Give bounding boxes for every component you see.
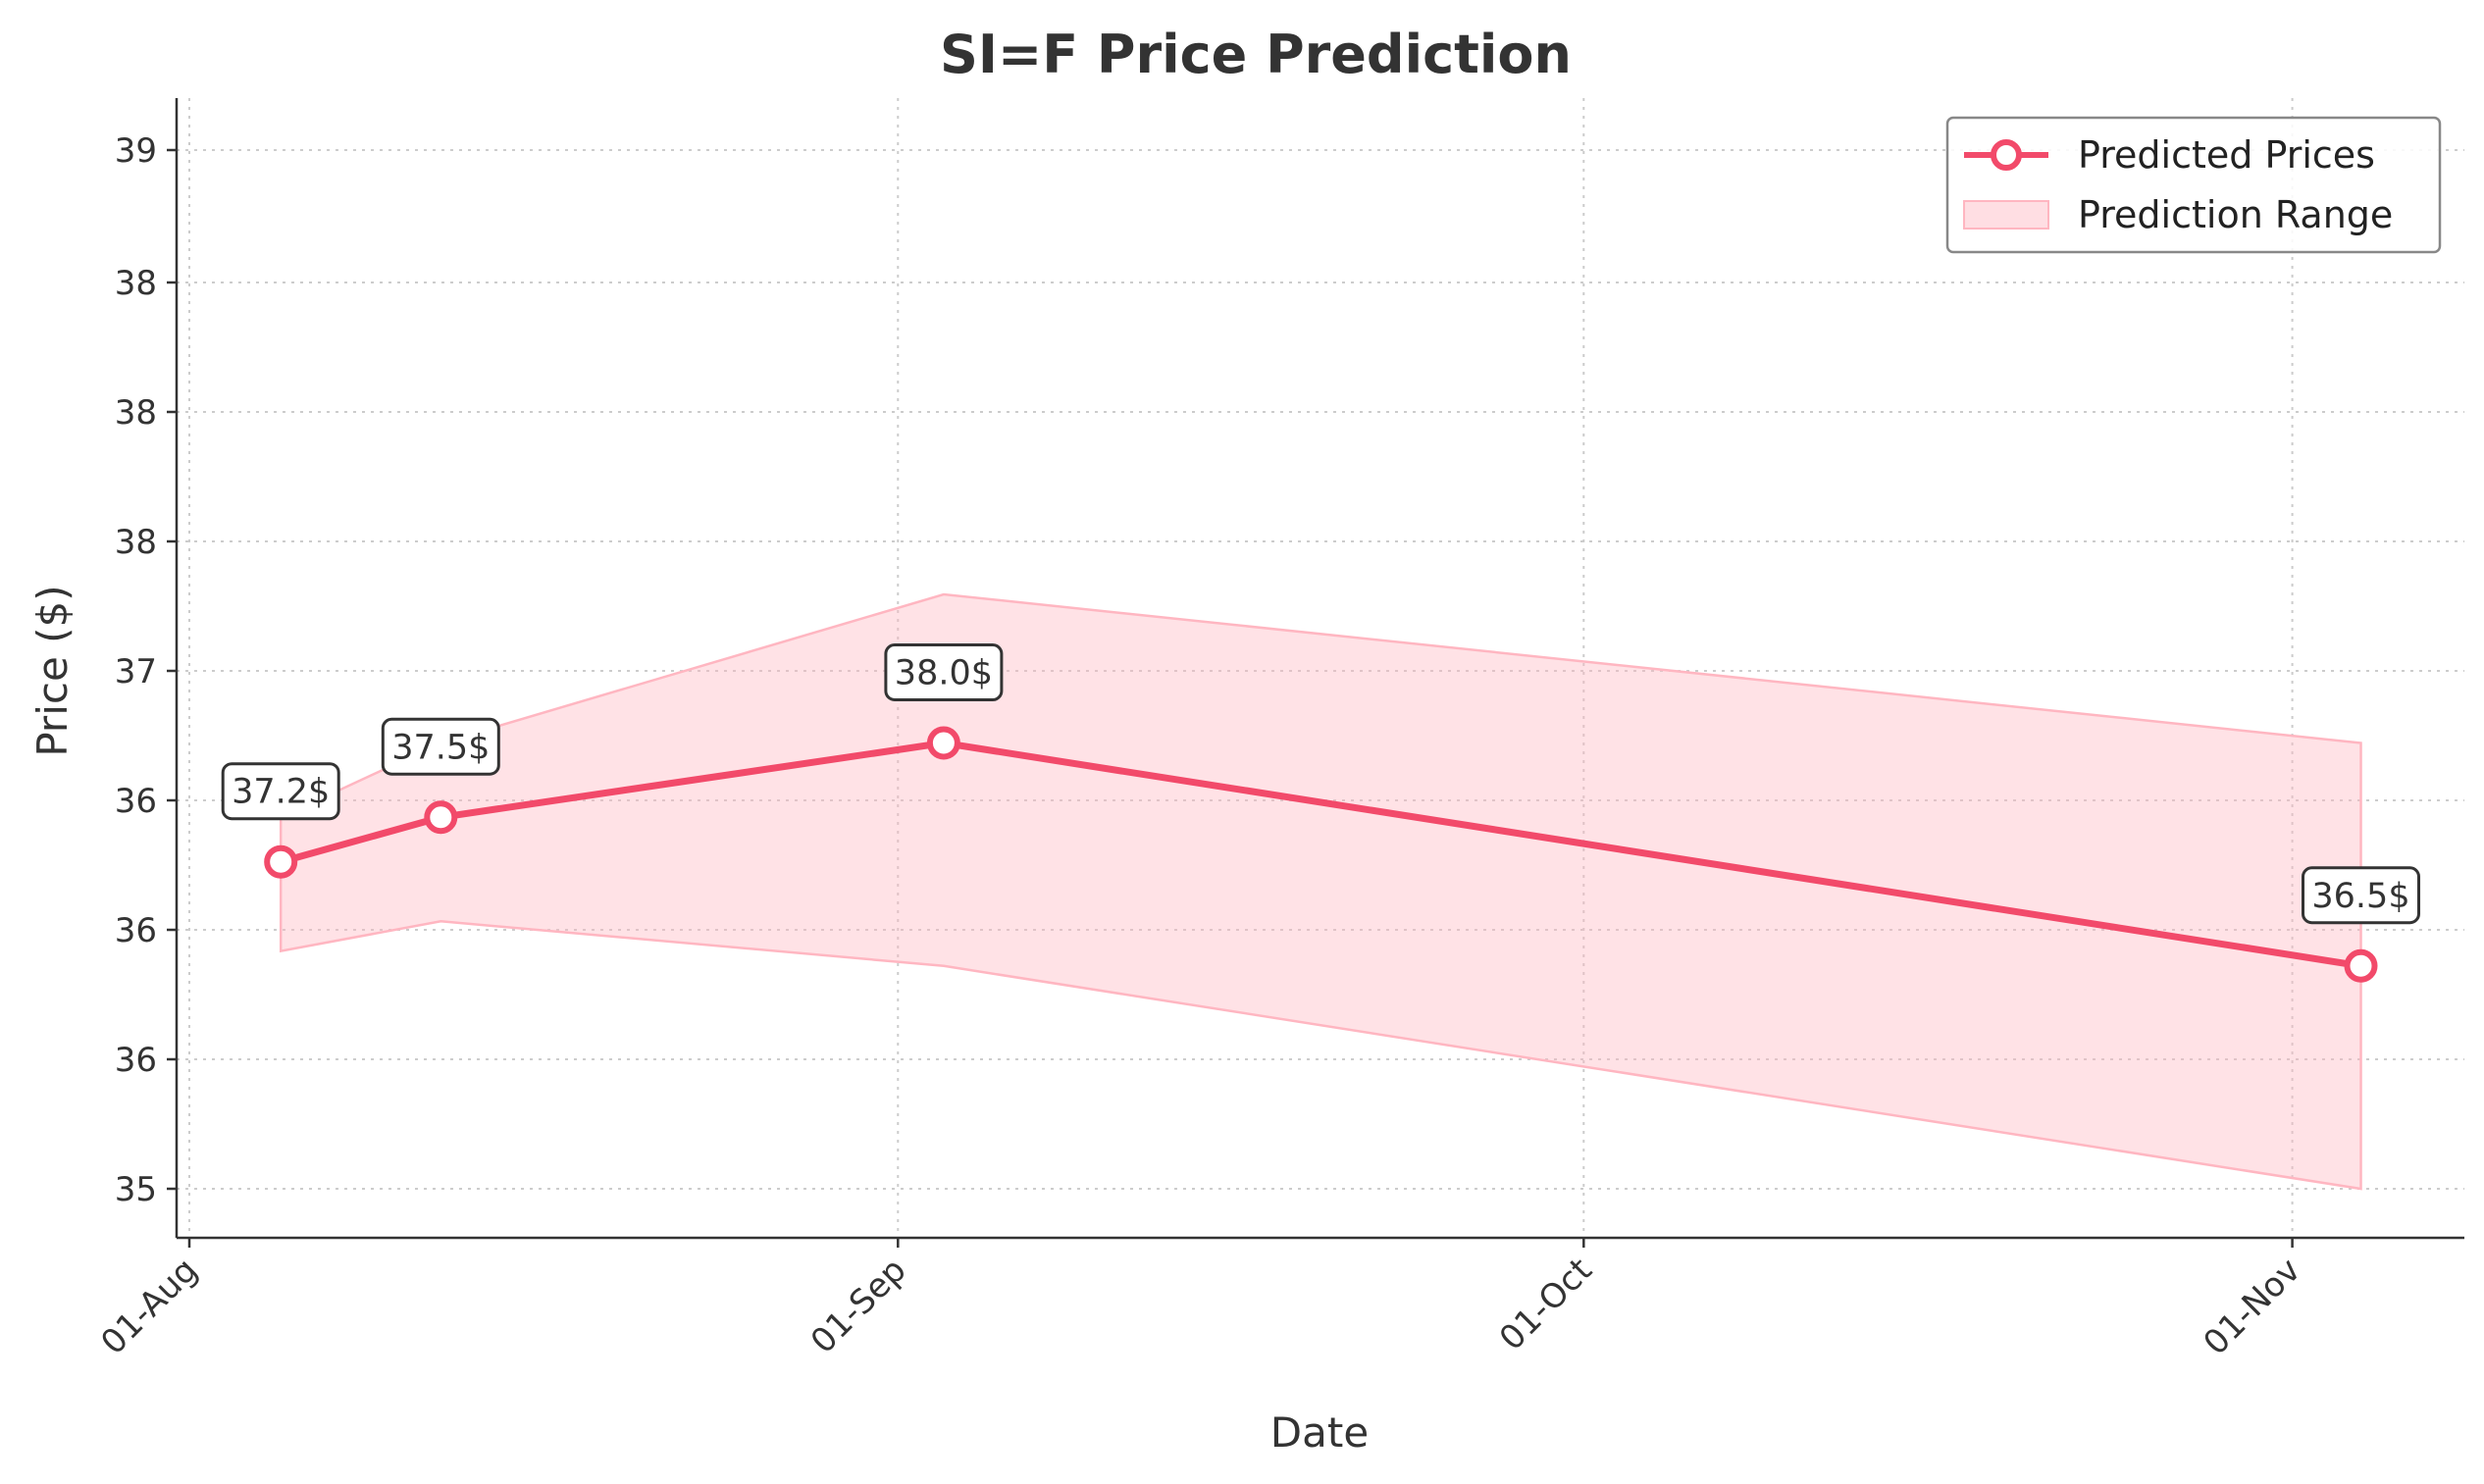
x-axis-label: Date	[1270, 1408, 1369, 1457]
y-tick-label: 36	[115, 782, 157, 821]
data-label: 37.5$	[381, 717, 500, 776]
data-label: 37.2$	[221, 762, 340, 821]
data-label-text: 36.5$	[2311, 877, 2409, 916]
y-tick-label: 37	[115, 652, 157, 691]
y-axis-ticks: 35 36 36 36 37 38 38 38 39	[115, 131, 177, 1209]
x-tick-label: 01-Sep	[803, 1251, 914, 1361]
predicted-prices-line	[264, 726, 2378, 983]
x-axis-ticks: 01-Aug 01-Sep 01-Oct 01-Nov	[93, 1238, 2308, 1363]
prediction-range-band	[279, 592, 2362, 1191]
predicted-prices-path	[280, 740, 2362, 970]
data-labels: 37.2$ 37.5$ 38.0$ 36.5$	[221, 643, 2420, 925]
x-tick-label: 01-Aug	[93, 1251, 205, 1362]
legend-band-swatch	[1963, 200, 2049, 230]
legend-label-range: Prediction Range	[2078, 193, 2393, 236]
y-tick-label: 35	[115, 1170, 157, 1209]
predicted-price-point	[264, 844, 298, 879]
predicted-price-point	[424, 800, 458, 835]
prediction-range-area	[279, 592, 2362, 1191]
data-label-box	[221, 762, 340, 821]
data-label-box	[381, 717, 500, 776]
x-tick-label: 01-Nov	[2196, 1251, 2307, 1362]
y-axis-label: Price ($)	[28, 585, 77, 756]
y-tick-label: 39	[115, 131, 157, 171]
legend-label-predicted: Predicted Prices	[2078, 133, 2375, 177]
predicted-price-point	[2344, 948, 2378, 983]
data-label-text: 38.0$	[895, 654, 993, 693]
data-label-text: 37.2$	[232, 773, 330, 812]
data-label-text: 37.5$	[391, 728, 490, 767]
y-tick-label: 36	[115, 1041, 157, 1080]
data-label-box	[2302, 866, 2420, 925]
y-tick-label: 36	[115, 911, 157, 950]
data-label-box	[884, 643, 1004, 701]
y-tick-label: 38	[115, 393, 157, 433]
data-label: 38.0$	[884, 643, 1004, 701]
axes	[175, 98, 2464, 1240]
data-label: 36.5$	[2302, 866, 2420, 925]
predicted-price-point	[926, 726, 960, 760]
legend-box	[1945, 116, 2442, 254]
chart-title: SI=F Price Prediction	[940, 24, 1572, 85]
y-tick-label: 38	[115, 523, 157, 562]
y-tick-label: 38	[115, 264, 157, 303]
legend-marker-swatch	[1991, 139, 2022, 171]
x-tick-label: 01-Oct	[1492, 1251, 1600, 1358]
legend: Predicted Prices Prediction Range	[1945, 116, 2442, 254]
